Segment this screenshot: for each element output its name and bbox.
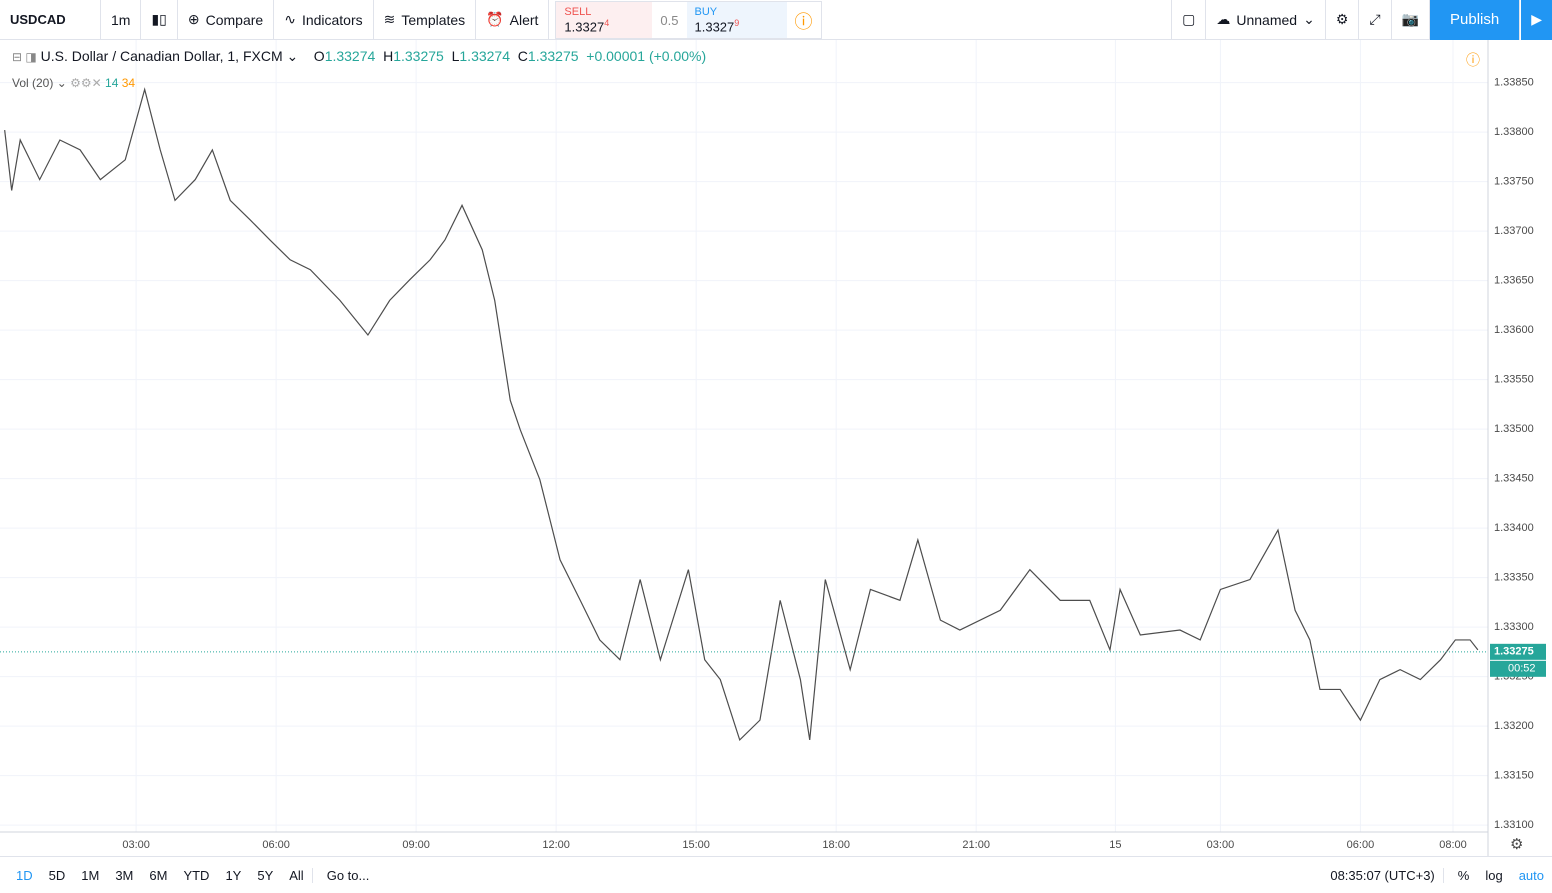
log[interactable]: log — [1485, 867, 1503, 883]
bottom-toolbar: 1D 5D 1M 3M 6M YTD 1Y 5Y All Go to... 08:35:07 (… — [0, 856, 1552, 893]
y-tick-label: 1.33200 — [1494, 720, 1534, 732]
l-label: L — [451, 48, 460, 64]
layout-toggle[interactable]: ▢ — [1171, 0, 1207, 40]
y-tick-label: 1.33650 — [1494, 274, 1534, 286]
sell[interactable]: SELL 1.33274 — [556, 1, 653, 38]
snapshot[interactable]: 📷 — [1392, 0, 1431, 40]
templates[interactable]: ≋ Templates — [374, 0, 477, 40]
y-tick-label: 1.33300 — [1494, 621, 1534, 633]
x-tick-label: 12:00 — [542, 839, 570, 851]
c-label: C — [517, 48, 528, 64]
publish[interactable]: Publish — [1430, 0, 1521, 40]
trade-widget: SELL 1.33274 0.5 BUY 1.33279 ⓘ — [555, 0, 822, 39]
y-tick-label: 1.33350 — [1494, 571, 1534, 583]
low: 1.33274 — [459, 48, 510, 64]
buy-pip: 9 — [734, 17, 740, 28]
high: 1.33275 — [393, 48, 444, 64]
spread: 0.5 — [660, 12, 679, 28]
axis-settings: ⚙ — [1510, 836, 1523, 853]
x-tick-label: 15 — [1109, 839, 1121, 851]
legend: ⊟ ◨ U.S. Dollar / Canadian Dollar, 1, FX… — [12, 48, 707, 64]
price-line — [4, 87, 1479, 742]
x-tick-label: 08:00 — [1439, 839, 1467, 851]
x-tick-label: 09:00 — [402, 839, 430, 851]
clock: 08:35:07 (UTC+3) — [1330, 867, 1435, 883]
y-tick-label: 1.33600 — [1494, 324, 1534, 336]
settings[interactable]: ⚙ — [1326, 0, 1360, 40]
volume-b: 34 — [121, 76, 136, 90]
layout-label: Unnamed — [1236, 11, 1298, 28]
last-price-label: 1.33275 — [1494, 646, 1534, 658]
range-button[interactable]: 5D — [48, 867, 66, 883]
compare[interactable]: ⊕ Compare — [178, 0, 275, 40]
chart: 1.331001.331501.332001.332501.333001.333… — [0, 40, 1546, 856]
y-tick-label: 1.33800 — [1494, 126, 1534, 138]
x-tick-label: 03:00 — [122, 839, 150, 851]
y-tick-label: 1.33150 — [1494, 769, 1534, 781]
sell-pip: 4 — [604, 17, 610, 28]
symbol[interactable]: USDCAD — [0, 0, 101, 40]
x-tick-label: 21:00 — [962, 839, 990, 851]
range-button[interactable]: 5Y — [257, 867, 274, 883]
buy-label: BUY — [694, 5, 718, 18]
h-label: H — [383, 48, 394, 64]
countdown-box — [1490, 660, 1546, 677]
sell-label: SELL — [564, 5, 592, 18]
volume-a: 14 — [105, 76, 119, 90]
volume-label: Vol (20) — [12, 76, 54, 90]
top-toolbar: USDCAD 1m ▮▯ ⊕ Compare ∿ Indicators ≋ Te… — [0, 0, 1552, 40]
fullscreen[interactable]: ⤢ — [1359, 0, 1392, 40]
y-tick-label: 1.33400 — [1494, 522, 1534, 534]
chart-style[interactable]: ▮▯ — [141, 0, 178, 40]
range-button[interactable]: 1M — [81, 867, 100, 883]
change: +0.00001 (+0.00%) — [586, 48, 707, 64]
x-tick-label: 03:00 — [1207, 839, 1235, 851]
info[interactable]: ⓘ — [794, 11, 813, 32]
warning[interactable]: ⓘ — [1466, 52, 1480, 68]
play[interactable]: ▶ — [1520, 0, 1552, 40]
percent[interactable]: % — [1442, 867, 1478, 883]
close: 1.33275 — [527, 48, 579, 64]
y-tick-label: 1.33750 — [1494, 175, 1534, 187]
last-price-box — [1490, 643, 1546, 660]
goto[interactable]: Go to... — [311, 867, 378, 883]
indicators-label: Indicators — [301, 11, 363, 28]
buy[interactable]: BUY 1.33279 — [686, 1, 787, 38]
countdown-label: 00:52 — [1508, 663, 1536, 675]
compare-label: Compare — [205, 11, 264, 28]
sell-price: 1.3327 — [564, 18, 605, 34]
auto[interactable]: auto — [1518, 867, 1544, 883]
open: 1.33274 — [324, 48, 376, 64]
o-label: O — [313, 48, 325, 64]
y-tick-label: 1.33850 — [1494, 76, 1534, 88]
range-button[interactable]: All — [289, 867, 304, 883]
y-tick-label: 1.33100 — [1494, 819, 1534, 831]
x-tick-label: 15:00 — [682, 839, 710, 851]
y-tick-label: 1.33550 — [1494, 373, 1534, 385]
x-tick-label: 18:00 — [822, 839, 850, 851]
x-tick-label: 06:00 — [262, 839, 290, 851]
y-tick-label: 1.33700 — [1494, 225, 1534, 237]
alert[interactable]: ⏰ Alert — [476, 0, 550, 40]
range-button[interactable]: 1D — [16, 867, 33, 883]
layout[interactable]: ☁ Unnamed ⌄ — [1206, 0, 1326, 40]
range-button[interactable]: YTD — [183, 867, 210, 883]
indicators[interactable]: ∿ Indicators — [274, 0, 374, 40]
range-button[interactable]: 6M — [149, 867, 168, 883]
alert-label: Alert — [509, 11, 539, 28]
range-button[interactable]: 3M — [115, 867, 134, 883]
y-tick-label: 1.33500 — [1494, 423, 1534, 435]
interval[interactable]: 1m — [101, 0, 142, 40]
templates-label: Templates — [401, 11, 466, 28]
range-button[interactable]: 1Y — [225, 867, 242, 883]
symbol-name: U.S. Dollar / Canadian Dollar, 1, FXCM — [40, 48, 283, 64]
buy-price: 1.3327 — [694, 18, 735, 34]
volume-legend: Vol (20) ⌄ ⚙⚙✕ 14 34 — [12, 76, 136, 90]
x-tick-label: 06:00 — [1347, 839, 1375, 851]
y-tick-label: 1.33450 — [1494, 472, 1534, 484]
range-buttons: 1D 5D 1M 3M 6M YTD 1Y 5Y All — [0, 868, 312, 883]
